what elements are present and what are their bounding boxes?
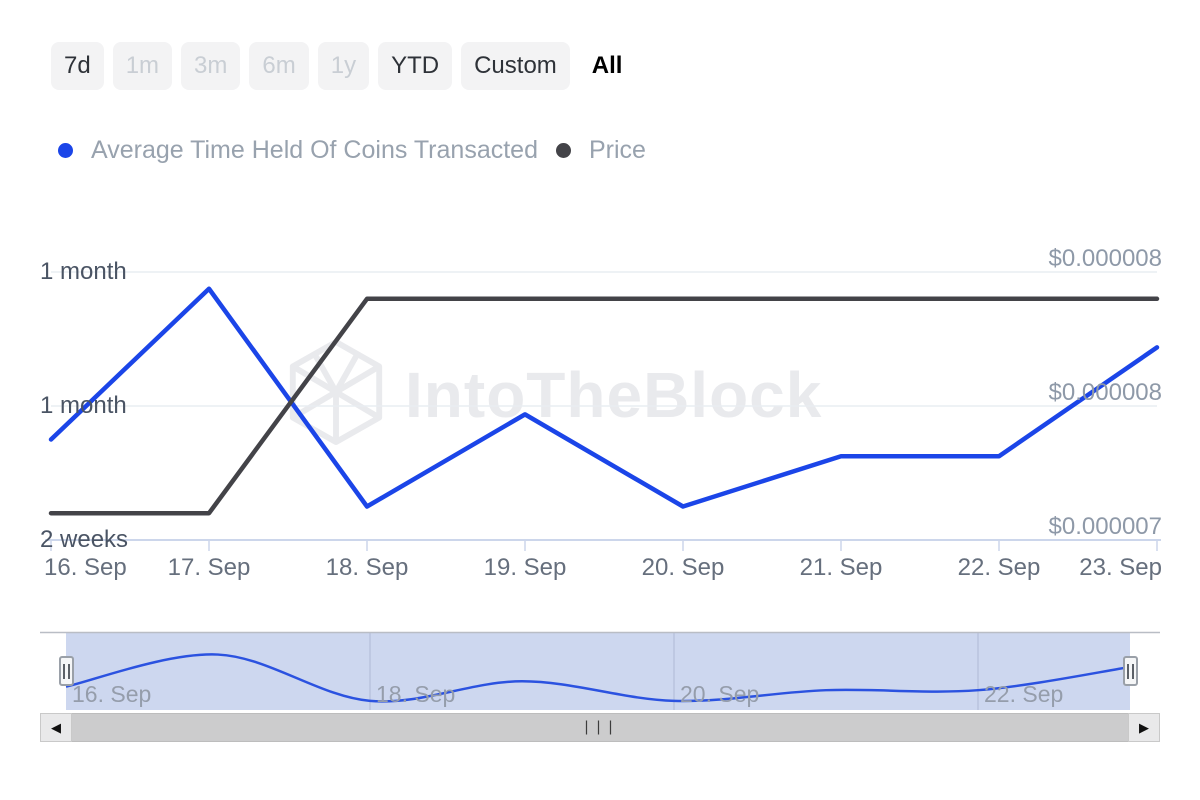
navigator-x-label: 18. Sep [376, 681, 456, 707]
range-button-all[interactable]: All [591, 52, 623, 79]
x-axis-label: 18. Sep [325, 554, 409, 581]
legend-item-0[interactable]: Average Time Held Of Coins Transacted [58, 136, 538, 165]
range-button-6m: 6m [249, 42, 309, 91]
x-axis-label: 17. Sep [167, 554, 251, 581]
legend-marker-icon [555, 143, 571, 158]
x-axis-label: 22. Sep [957, 554, 1041, 581]
legend-item-1[interactable]: Price [555, 136, 646, 165]
navigator-x-label: 22. Sep [984, 681, 1064, 707]
y-axis-label-right: $0.000008 [1048, 245, 1162, 272]
x-axis-label: 23. Sep [1079, 554, 1162, 581]
x-axis-label: 16. Sep [44, 554, 127, 581]
y-axis-label-left: 1 month [40, 258, 127, 285]
range-button-custom[interactable]: Custom [461, 42, 570, 91]
y-axis-label-left: 2 weeks [40, 526, 129, 553]
range-button-3m: 3m [181, 42, 241, 91]
y-axis-label-right: $0.000007 [1048, 513, 1162, 540]
x-axis-label: 19. Sep [483, 554, 567, 581]
y-axis-label-left: 1 month [40, 392, 127, 419]
navigator-x-label: 20. Sep [680, 681, 760, 707]
series-line-avg-time-held[interactable] [48, 286, 1160, 509]
scroll-right-button[interactable]: ▶ [1128, 713, 1160, 742]
navigator-right-handle-icon[interactable] [1122, 656, 1138, 686]
series-line-price[interactable] [48, 296, 1160, 516]
legend: Average Time Held Of Coins Transacted Pri… [58, 136, 646, 165]
x-axis-label: 21. Sep [799, 554, 883, 581]
range-button-1m: 1m [112, 42, 173, 91]
range-button-7d[interactable]: 7d [51, 42, 104, 91]
x-axis-label: 20. Sep [641, 554, 725, 581]
navigator-series-line [65, 653, 1131, 703]
y-axis-label-right: $0.000008 [1048, 379, 1162, 406]
scrollbar: ◀ ||| ▶ [40, 713, 1160, 742]
navigator-left-handle-icon[interactable] [58, 656, 74, 686]
scroll-left-button[interactable]: ◀ [40, 713, 72, 742]
range-button-ytd[interactable]: YTD [378, 42, 453, 91]
range-toolbar: 7d 1m 3m 6m 1y YTD Custom All [51, 42, 635, 91]
scrollbar-grip-icon: ||| [581, 719, 619, 736]
legend-label: Price [588, 136, 646, 164]
scrollbar-track[interactable]: ||| [72, 713, 1128, 742]
navigator-x-label: 16. Sep [72, 681, 152, 707]
scroll-left-arrow-icon: ◀ [51, 720, 61, 735]
range-button-1y: 1y [317, 42, 370, 91]
navigator-mask[interactable] [66, 633, 1130, 710]
legend-label: Average Time Held Of Coins Transacted [91, 136, 538, 164]
scroll-right-arrow-icon: ▶ [1139, 720, 1149, 735]
legend-marker-icon [58, 143, 73, 158]
